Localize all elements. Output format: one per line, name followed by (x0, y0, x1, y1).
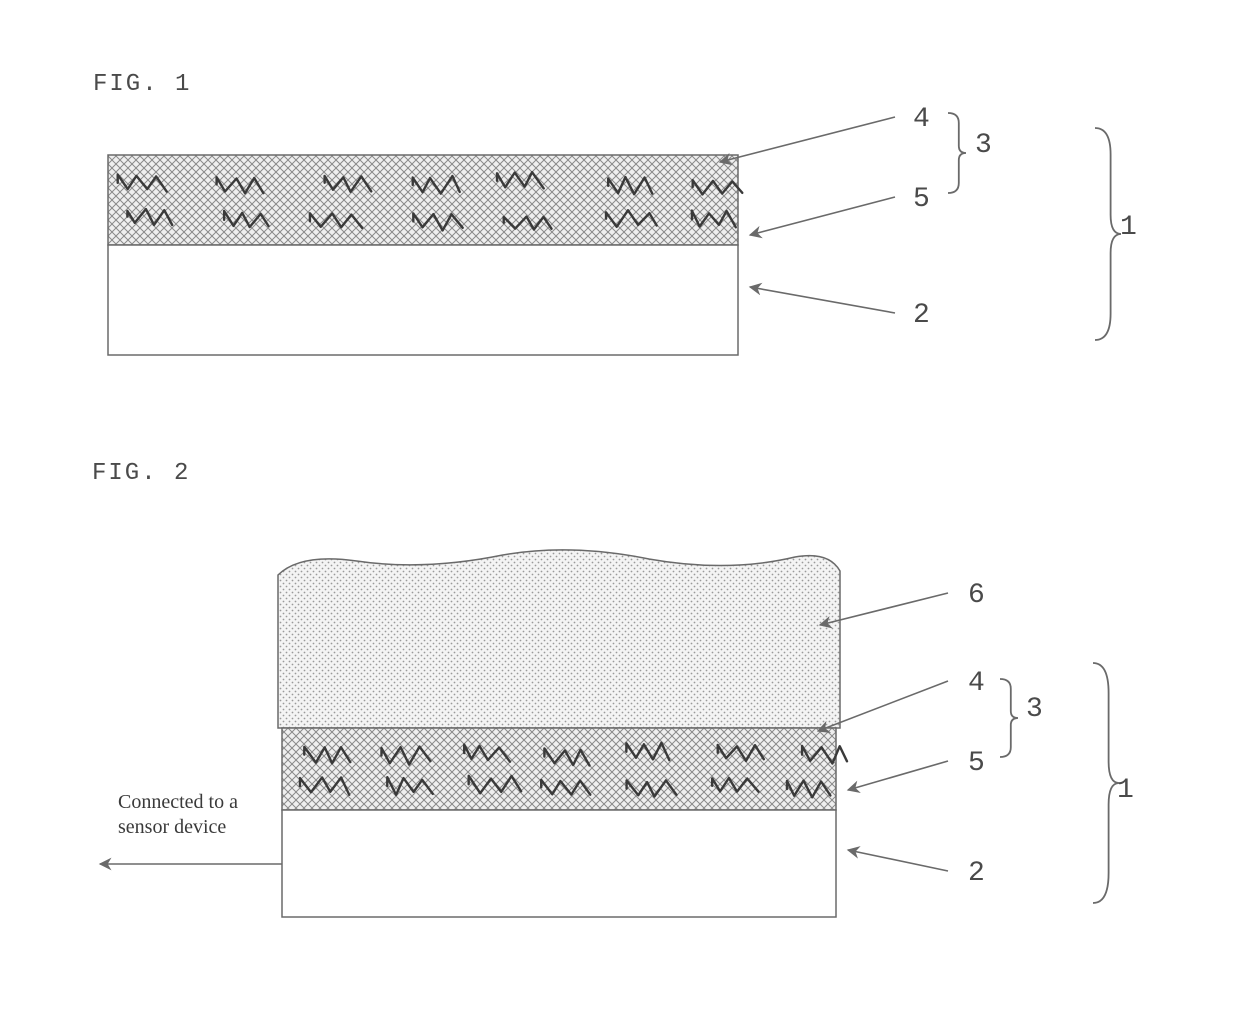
fig2-group (100, 550, 1119, 917)
diagram-svg (0, 0, 1240, 1013)
page: FIG. 1 FIG. 2 4 5 3 2 1 6 4 5 3 2 1 Conn… (0, 0, 1240, 1013)
fig1-group (108, 113, 1121, 355)
